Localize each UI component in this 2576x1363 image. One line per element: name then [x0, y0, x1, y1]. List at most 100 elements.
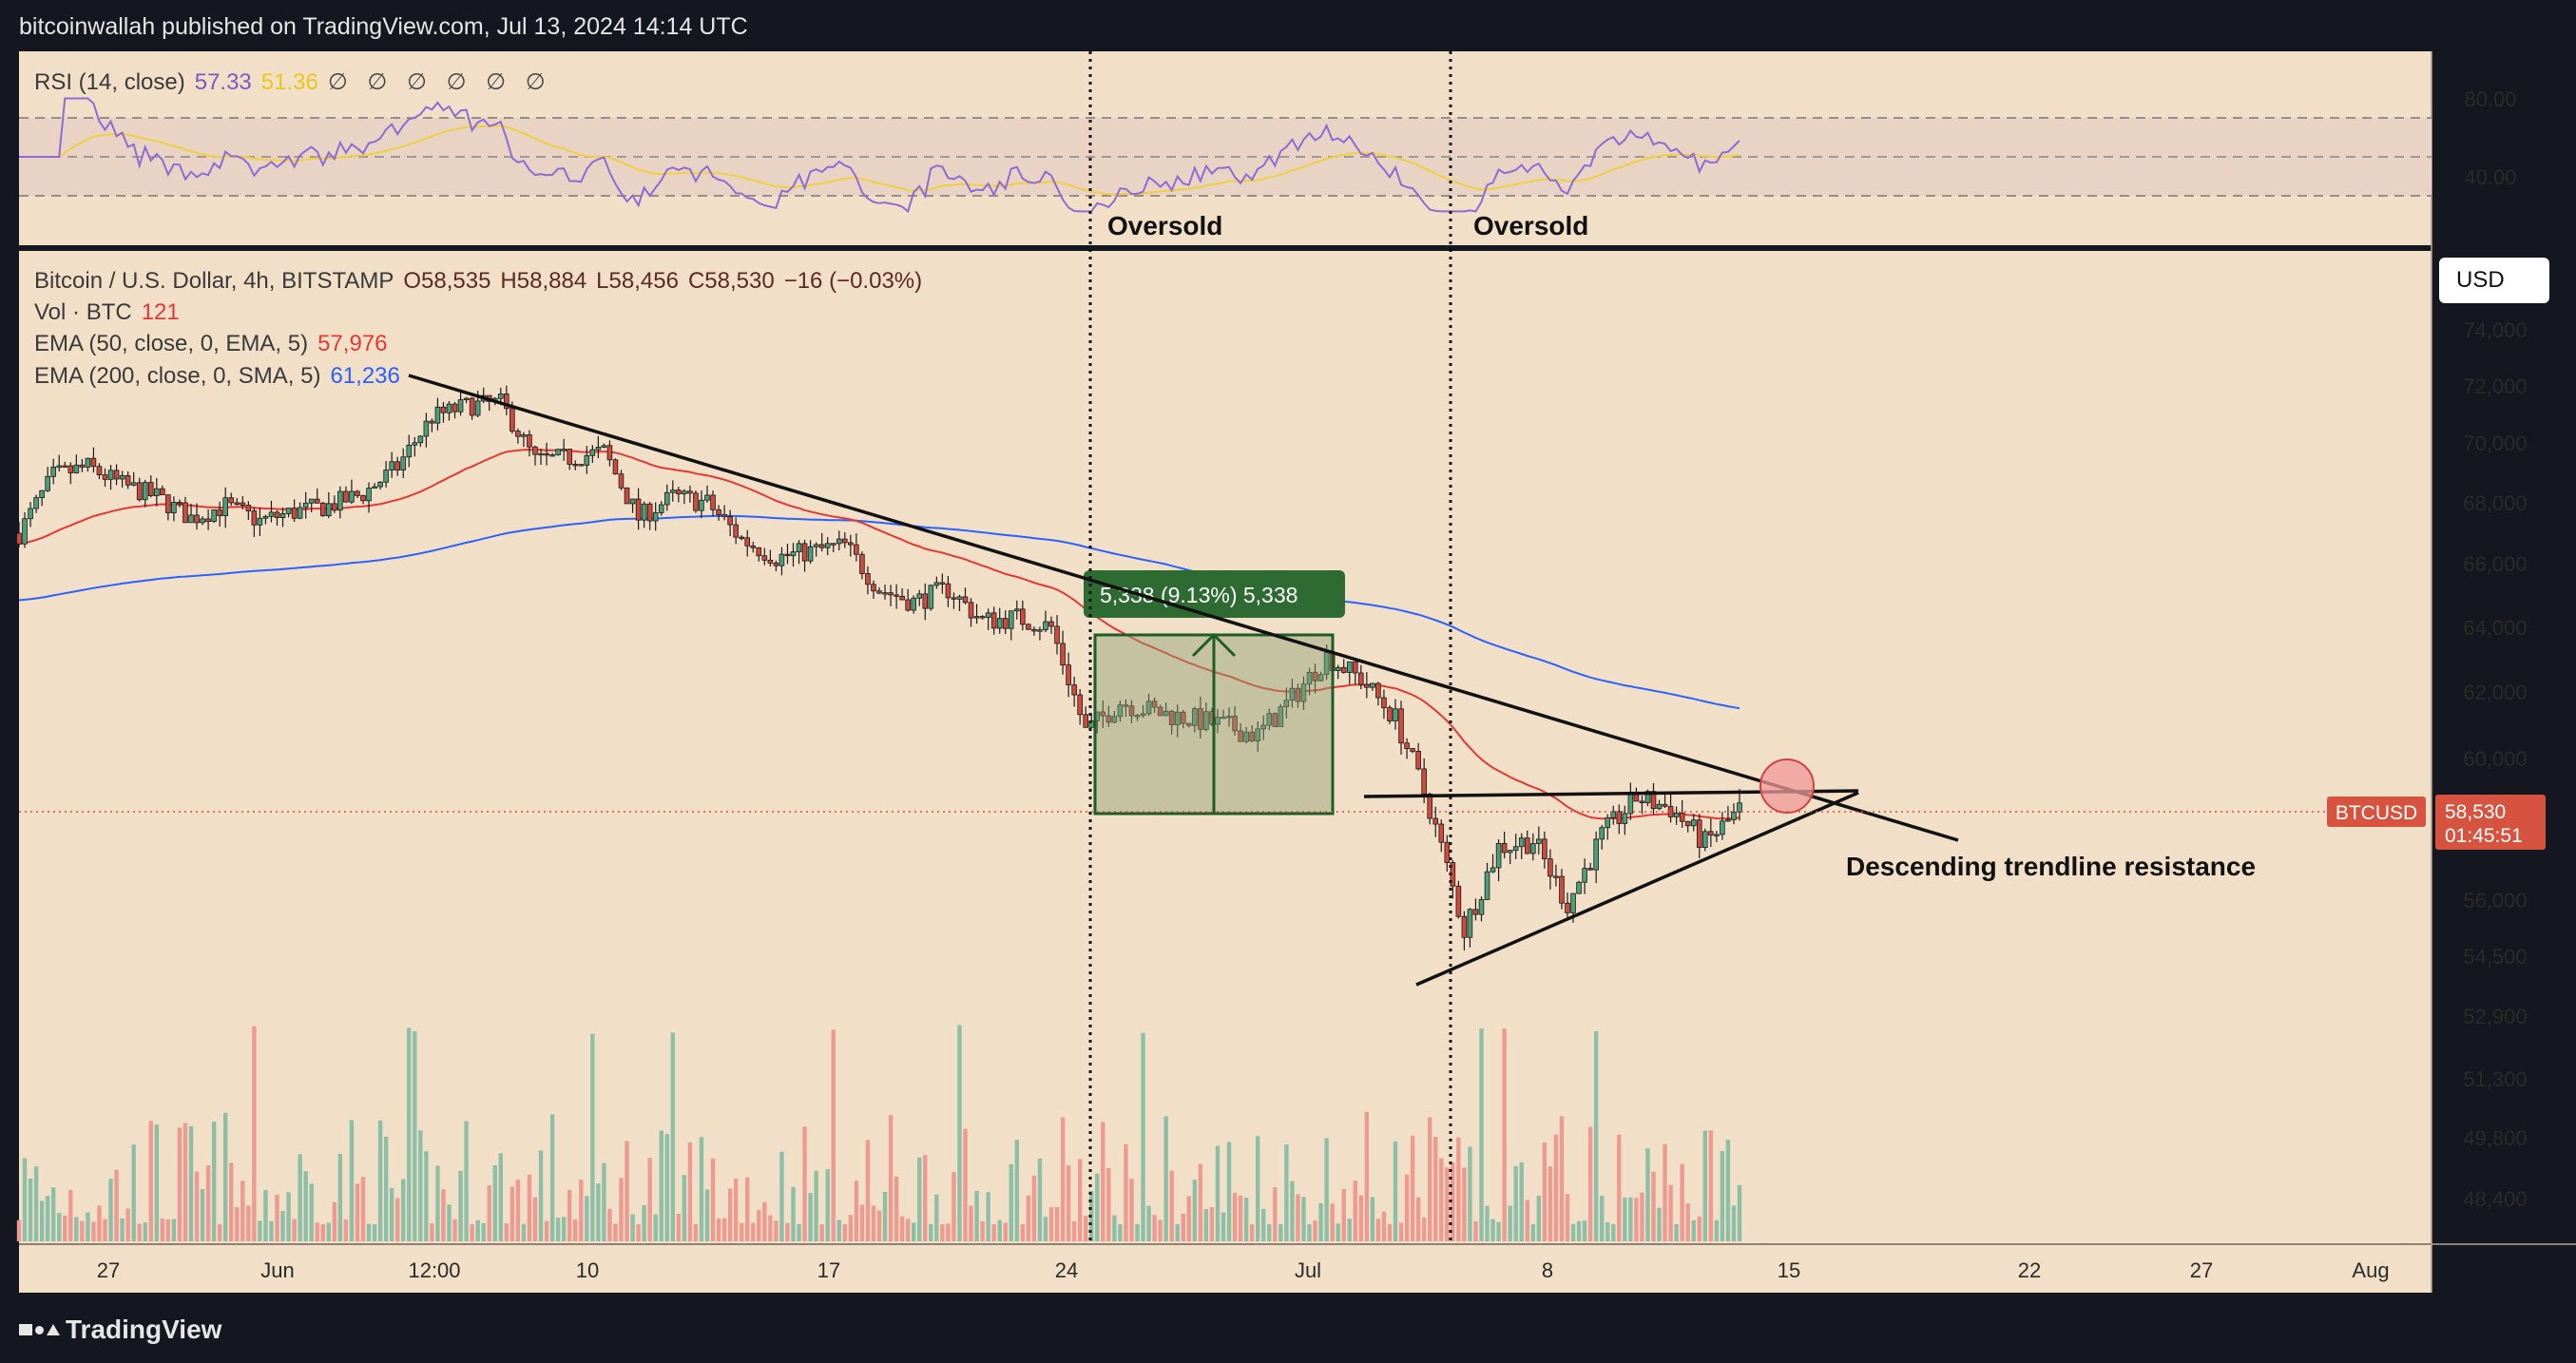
candle-body: [807, 546, 814, 562]
candle-body: [1317, 674, 1324, 682]
price-axis[interactable]: 74,000 72,000 70,000 68,000 66,000 64,000 62,0…: [2463, 318, 2527, 1211]
candle-body: [1002, 618, 1009, 629]
volume-bar: [1347, 1219, 1352, 1241]
candle-body: [1421, 768, 1427, 795]
volume-bar: [309, 1183, 314, 1241]
rising-support-line[interactable]: [1415, 791, 1859, 987]
candle-body: [1260, 724, 1267, 730]
currency-button[interactable]: USD: [2439, 258, 2549, 303]
tradingview-brand-text: TradingView: [66, 1315, 222, 1344]
time-axis-pane[interactable]: [19, 1245, 2432, 1293]
volume-legend[interactable]: Vol · BTC 121: [34, 299, 189, 326]
volume-bar: [504, 1223, 509, 1241]
candle-body: [779, 553, 785, 566]
rsi-legend-label: RSI (14, close): [34, 69, 185, 95]
empty-set-icon[interactable]: ∅ ∅ ∅ ∅ ∅ ∅: [327, 69, 552, 95]
volume-bar: [395, 1198, 400, 1241]
volume-bar: [676, 1214, 682, 1241]
volume-bar: [211, 1122, 217, 1241]
candle-body: [842, 538, 848, 544]
volume-bar: [22, 1158, 28, 1241]
candle-body: [629, 498, 636, 505]
candle-body: [727, 516, 733, 526]
volume-bar: [45, 1196, 50, 1241]
ema200-legend[interactable]: EMA (200, close, 0, SMA, 5) 61,236: [34, 363, 410, 390]
candle-body: [549, 454, 555, 457]
candle-body: [1410, 748, 1415, 752]
volume-bar: [1559, 1116, 1565, 1241]
candle-body: [1300, 683, 1307, 702]
candle-body: [572, 464, 579, 467]
volume-bar: [797, 1223, 801, 1241]
candle-body: [274, 511, 280, 518]
candle-body: [1432, 817, 1439, 825]
candle-body: [1650, 791, 1657, 810]
candle-body: [1656, 803, 1663, 810]
candle-body: [1105, 715, 1112, 723]
tradingview-brand[interactable]: TradingView: [19, 1315, 221, 1345]
volume-bar: [1375, 1219, 1381, 1241]
volume-bar: [602, 1162, 606, 1241]
candle-body: [1622, 813, 1628, 824]
volume-bar: [859, 1204, 865, 1241]
symbol-legend[interactable]: Bitcoin / U.S. Dollar, 4h, BITSTAMP O58,5…: [34, 268, 932, 295]
candle-body: [1232, 716, 1238, 732]
volume-bar: [952, 1172, 956, 1241]
volume-bar: [125, 1208, 130, 1241]
candle-body: [62, 465, 68, 468]
ema50-legend[interactable]: EMA (50, close, 0, EMA, 5) 57,976: [34, 331, 397, 357]
candle-body: [830, 543, 836, 546]
candle-body: [1249, 731, 1255, 741]
candle-body: [285, 508, 292, 514]
price-pane[interactable]: [19, 251, 2432, 1243]
volume-bar: [1714, 1219, 1720, 1241]
candle-body: [1444, 841, 1451, 863]
volume-bar: [1084, 1216, 1088, 1241]
measure-arrow-head: [1191, 632, 1237, 658]
volume-bar: [80, 1220, 85, 1241]
volume-bar: [555, 1218, 561, 1241]
candle-body: [79, 464, 86, 468]
volume-bar: [269, 1220, 274, 1241]
candle-body: [1066, 664, 1071, 686]
candle-body: [515, 431, 521, 437]
candle-body: [658, 504, 664, 513]
volume-bar: [1106, 1167, 1111, 1241]
candle-body: [279, 513, 286, 518]
candle-body: [985, 612, 991, 618]
volume-bar: [1146, 1205, 1151, 1241]
volume-bar: [630, 1214, 635, 1241]
symbol-tag: [2327, 797, 2426, 827]
volume-bar: [298, 1154, 302, 1241]
time-axis[interactable]: 27 Jun 12:00 10 17 24 Jul 8 15 22 27 Aug: [97, 1258, 2390, 1282]
candle-body: [222, 497, 229, 517]
candle-body: [1203, 711, 1209, 730]
candle-body: [922, 593, 929, 609]
rsi-legend[interactable]: RSI (14, close) 57.33 51.36 ∅ ∅ ∅ ∅ ∅ ∅: [34, 68, 562, 96]
volume-bar: [751, 1222, 756, 1241]
time-tick-label: 24: [1055, 1258, 1078, 1282]
rsi-axis[interactable]: 80.00 40.00: [2464, 87, 2516, 189]
candle-body: [1221, 716, 1226, 720]
candle-body: [188, 514, 194, 524]
candle-body: [1192, 708, 1198, 726]
volume-bar: [1273, 1187, 1278, 1241]
candle-body: [1731, 811, 1737, 820]
candle-body: [1684, 820, 1691, 827]
price-tick-label: 52,900: [2463, 1005, 2527, 1028]
volume-bar: [1232, 1192, 1238, 1241]
breakout-circle[interactable]: [1759, 758, 1815, 814]
volume-bar: [687, 1142, 693, 1241]
ema50-legend-label: EMA (50, close, 0, EMA, 5): [34, 331, 309, 356]
candle-body: [773, 562, 779, 566]
volume-bar: [1135, 1223, 1140, 1241]
volume-bar: [659, 1130, 663, 1241]
candle-body: [96, 466, 103, 475]
volume-bar: [1634, 1198, 1639, 1241]
descending-trendline[interactable]: [408, 374, 1959, 842]
candle-body: [1272, 713, 1278, 727]
volume-bar: [68, 1190, 73, 1241]
candle-body: [1140, 713, 1146, 717]
candle-body: [234, 502, 240, 505]
